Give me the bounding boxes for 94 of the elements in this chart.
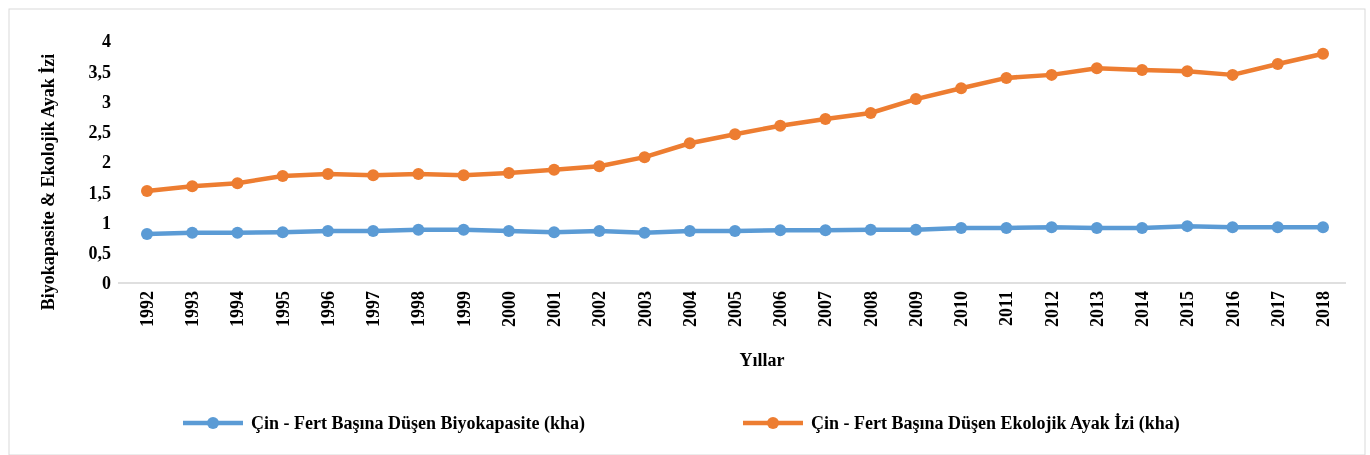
point — [412, 168, 425, 181]
point — [457, 169, 470, 182]
x-tick-label: 2014 — [1132, 291, 1153, 327]
point — [502, 224, 515, 237]
point — [1090, 221, 1103, 234]
point — [321, 224, 334, 237]
point — [1045, 221, 1058, 234]
y-tick-label: 1 — [102, 212, 111, 233]
x-tick-label: 1996 — [317, 291, 338, 327]
y-tick-label: 1,5 — [88, 182, 111, 203]
point — [955, 82, 968, 95]
x-tick-label: 2003 — [634, 291, 655, 327]
point — [502, 166, 515, 179]
point — [186, 180, 199, 193]
x-tick-label: 2017 — [1267, 291, 1288, 327]
y-tick-label: 2 — [102, 152, 111, 173]
x-tick-label: 2001 — [544, 291, 565, 327]
point — [593, 224, 606, 237]
point — [729, 128, 741, 141]
point — [729, 224, 741, 237]
y-axis-title: Biyokapasite & Ekolojik Ayak İzi — [38, 53, 58, 311]
point — [367, 169, 380, 182]
y-tick-label: 4 — [102, 31, 111, 52]
legend-label: Çin - Fert Başına Düşen Ekolojik Ayak İzi (kha) — [811, 413, 1180, 435]
legend-label: Çin - Fert Başına Düşen Biyokapasite (kha) — [251, 413, 586, 435]
point — [638, 151, 651, 164]
point — [955, 221, 968, 234]
point — [1181, 65, 1194, 78]
point — [1090, 62, 1103, 75]
point — [276, 169, 289, 182]
x-tick-label: 2012 — [1041, 291, 1062, 327]
point — [231, 226, 244, 239]
point — [141, 228, 153, 240]
point — [367, 224, 380, 237]
y-tick-label: 0,5 — [88, 243, 111, 264]
x-tick-label: 1994 — [227, 291, 248, 327]
point — [548, 163, 561, 176]
point — [774, 119, 787, 132]
y-tick-label: 3,5 — [88, 61, 111, 82]
point — [321, 168, 334, 181]
x-tick-label: 1992 — [137, 291, 157, 327]
point — [683, 224, 696, 237]
point — [1226, 221, 1239, 234]
x-tick-label: 1999 — [453, 291, 474, 327]
point — [1136, 64, 1149, 77]
point — [819, 113, 832, 126]
point — [1000, 221, 1013, 234]
point — [457, 223, 470, 236]
point — [683, 137, 696, 150]
y-tick-label: 2,5 — [88, 122, 111, 143]
point — [276, 226, 289, 239]
x-tick-label: 2015 — [1177, 291, 1198, 327]
x-tick-label: 2000 — [498, 291, 519, 327]
point — [231, 177, 244, 190]
point — [638, 226, 651, 239]
x-tick-label: 2010 — [951, 291, 972, 327]
x-tick-label: 1997 — [363, 291, 384, 327]
point — [864, 223, 877, 236]
y-tick-label: 3 — [102, 91, 111, 112]
point — [186, 226, 199, 239]
point — [909, 93, 922, 106]
point — [1000, 71, 1013, 84]
x-tick-label: 1998 — [408, 291, 429, 327]
point — [1271, 221, 1284, 234]
x-tick-label: 2016 — [1222, 291, 1243, 327]
x-tick-label: 2005 — [725, 291, 745, 327]
x-tick-label: 1993 — [182, 291, 203, 327]
point — [1181, 220, 1194, 233]
x-tick-label: 2002 — [589, 291, 610, 327]
x-tick-label: 1995 — [272, 291, 293, 327]
x-tick-label: 2007 — [815, 291, 836, 327]
point — [1136, 221, 1149, 234]
x-tick-label: 2004 — [679, 291, 700, 327]
point — [774, 224, 787, 237]
point — [1317, 221, 1329, 234]
x-axis-title: Yıllar — [739, 350, 785, 370]
point — [909, 223, 922, 236]
x-tick-label: 2018 — [1313, 291, 1333, 327]
point — [412, 223, 425, 236]
point — [141, 185, 153, 198]
y-tick-label: 0 — [102, 273, 111, 294]
point — [1317, 47, 1329, 60]
point — [593, 160, 606, 173]
point — [548, 226, 561, 239]
x-tick-label: 2011 — [996, 291, 1017, 327]
point — [1226, 68, 1239, 81]
point — [1045, 68, 1058, 81]
x-tick-label: 2009 — [905, 291, 926, 327]
x-tick-label: 2008 — [860, 291, 881, 327]
x-tick-label: 2013 — [1086, 291, 1107, 327]
x-tick-label: 2006 — [770, 291, 791, 327]
point — [864, 107, 877, 119]
point — [1271, 57, 1284, 70]
point — [819, 224, 832, 237]
